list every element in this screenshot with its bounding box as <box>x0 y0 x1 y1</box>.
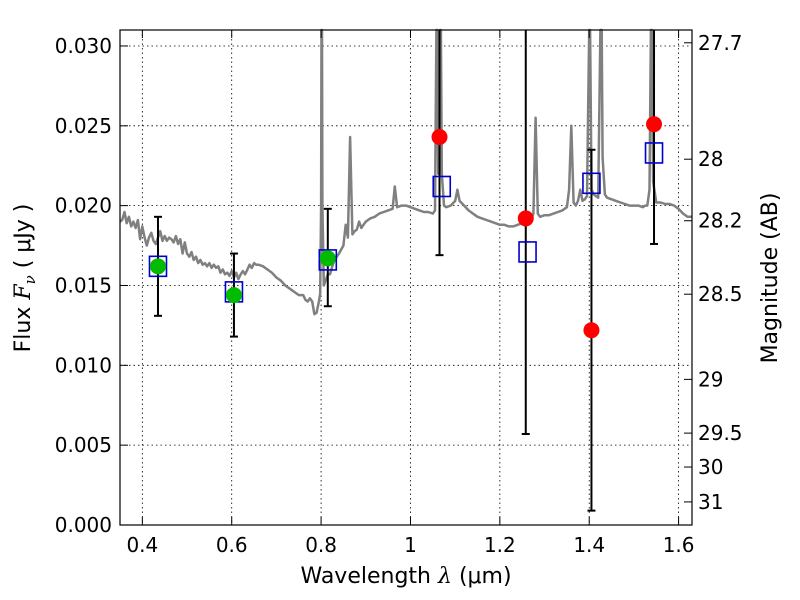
data-point-circle <box>225 287 242 304</box>
model-spectrum-line <box>119 28 692 316</box>
y-tick-label: 0.005 <box>55 433 112 457</box>
y-tick-label: 0.015 <box>55 273 112 297</box>
y-tick-label: 0.010 <box>55 353 112 377</box>
x-tick-label: 0.6 <box>216 533 248 557</box>
data-point-circle <box>319 250 336 267</box>
data-markers <box>148 116 664 339</box>
plot-frame <box>119 29 693 526</box>
y-tick-label: 0.000 <box>55 513 112 537</box>
y-tick-label: 0.020 <box>55 194 112 218</box>
model-spectrum <box>119 28 692 316</box>
data-point-square <box>644 142 664 164</box>
y2-tick-label: 28 <box>698 147 723 171</box>
axis-ticks: 0.4 0.6 0.8 1 1.2 1.4 1.6 0.000 0.005 0.010 0.015 0… <box>55 30 743 557</box>
y-axis-label: Flux Fν ( μJy ) <box>11 204 39 353</box>
data-point-circle <box>517 210 534 227</box>
x-tick-label: 0.4 <box>126 533 158 557</box>
x-tick-label: 0.8 <box>305 533 337 557</box>
x-tick-label: 1 <box>404 533 417 557</box>
y-tick-label: 0.030 <box>55 34 112 58</box>
data-point-circle <box>583 322 600 339</box>
data-point-square <box>582 172 601 195</box>
data-point-square <box>148 255 168 278</box>
y2-tick-label: 31 <box>698 490 723 514</box>
data-point-square <box>518 241 537 263</box>
grid-lines <box>120 30 692 526</box>
data-point-circle <box>646 116 663 133</box>
y2-tick-label: 28.5 <box>698 282 743 306</box>
x-tick-label: 1.6 <box>663 533 695 557</box>
data-point-square <box>318 249 338 271</box>
y-tick-label: 0.025 <box>55 114 112 138</box>
x-tick-label: 1.4 <box>573 533 605 557</box>
y2-tick-label: 27.7 <box>698 31 743 55</box>
x-tick-label: 1.2 <box>484 533 516 557</box>
data-point-circle <box>431 128 448 145</box>
y2-tick-label: 29.5 <box>698 421 743 445</box>
y2-tick-label: 30 <box>698 455 723 479</box>
y2-tick-label: 28.2 <box>698 209 743 233</box>
x-axis-label: Wavelength λ (μm) <box>300 564 511 589</box>
error-bars <box>153 30 659 512</box>
data-point-circle <box>149 258 166 275</box>
y2-tick-label: 29 <box>698 367 723 391</box>
y2-axis-label: Magnitude (AB) <box>758 193 783 364</box>
data-point-square <box>432 175 452 198</box>
